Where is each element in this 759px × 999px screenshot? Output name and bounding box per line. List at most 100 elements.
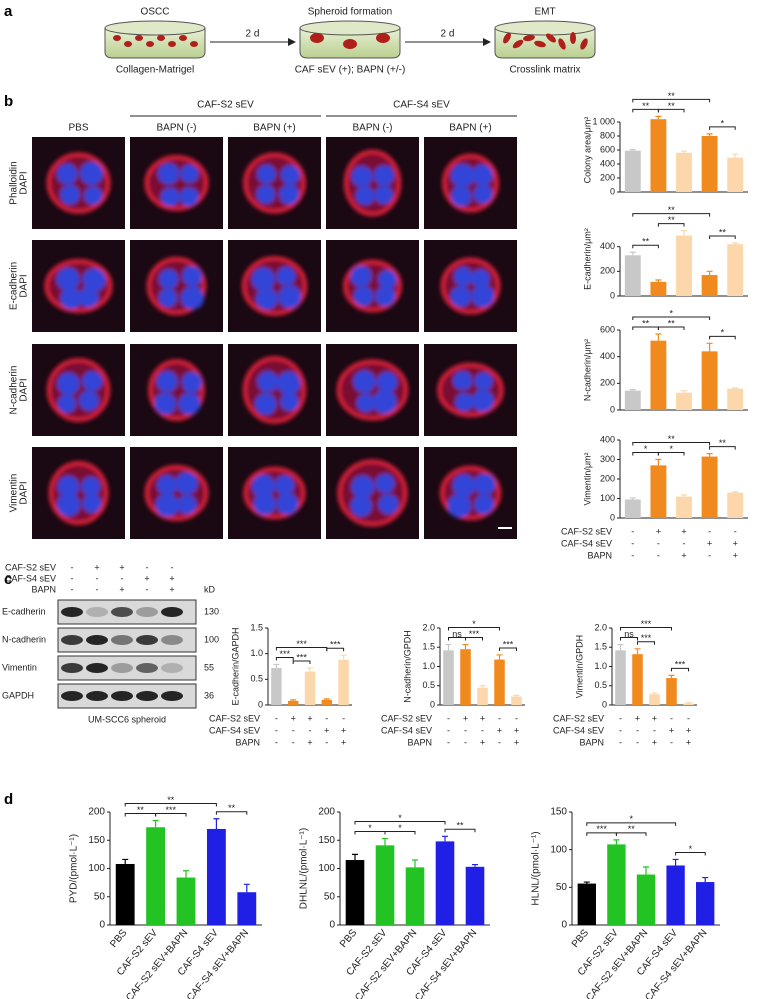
condition-mark: +: [169, 584, 174, 594]
condition-mark: +: [652, 713, 657, 723]
arrow-label: 2 d: [441, 29, 455, 40]
condition-mark: +: [169, 573, 174, 583]
cell-cluster: [337, 459, 408, 527]
nucleus: [376, 371, 398, 393]
nucleus: [280, 392, 299, 411]
nucleus: [350, 265, 372, 287]
condition-mark: +: [733, 538, 738, 548]
cell-cluster: [440, 257, 501, 315]
panel-label: c: [4, 571, 12, 588]
condition-label: BAPN: [31, 584, 56, 594]
bar: [650, 340, 667, 410]
y-tick-label: 2.0: [422, 622, 435, 632]
step-title: OSCC: [141, 7, 170, 18]
error-bar: [706, 270, 713, 276]
emt-cell: [570, 32, 576, 44]
error-bar: [382, 837, 388, 846]
nucleus: [78, 287, 99, 308]
y-tick-label: 400: [600, 158, 615, 168]
significance-label: **: [668, 215, 676, 225]
nucleus: [356, 393, 375, 413]
column-label: BAPN (-): [157, 123, 197, 134]
bar: [676, 235, 692, 296]
error-bar: [462, 643, 469, 650]
significance-bracket: [632, 213, 711, 217]
error-bar: [472, 863, 478, 867]
emt-cell: [534, 40, 546, 48]
condition-mark: +: [733, 550, 738, 560]
nucleus: [251, 267, 275, 291]
significance-bracket: [709, 446, 736, 450]
cell: [179, 35, 187, 41]
nucleus: [160, 187, 180, 207]
dish-rim: [494, 20, 596, 36]
blot-band: [136, 691, 158, 701]
condition-mark: -: [71, 562, 74, 572]
bar: [701, 351, 718, 410]
nucleus: [257, 164, 277, 184]
nucleus: [57, 394, 77, 413]
bar: [511, 696, 522, 705]
y-axis-label: N-cadherin/GPDH: [402, 630, 412, 703]
bar: [577, 883, 596, 925]
error-bar: [323, 698, 330, 700]
condition-mark: -: [146, 584, 149, 594]
error-bar: [732, 153, 739, 158]
cell-cluster: [144, 464, 209, 522]
bar: [176, 877, 196, 925]
nucleus: [450, 286, 472, 307]
significance-bracket: [657, 326, 685, 330]
condition-mark: +: [514, 737, 519, 747]
panel-label: b: [4, 93, 13, 110]
nucleus: [274, 475, 295, 495]
y-tick-label: 0: [610, 186, 615, 196]
error-bar: [702, 876, 709, 883]
significance-label: **: [668, 318, 676, 328]
condition-mark: +: [686, 725, 691, 735]
significance-bracket: [632, 98, 711, 103]
y-tick-label: 400: [600, 241, 615, 251]
bar: [345, 860, 365, 925]
y-tick-label: 200: [600, 266, 615, 276]
bar: [727, 244, 744, 296]
dish-rim: [104, 20, 206, 36]
error-bar: [513, 694, 520, 697]
error-bar: [273, 663, 280, 669]
condition-mark: -: [619, 725, 622, 735]
error-bar: [213, 818, 220, 829]
cell: [168, 41, 176, 47]
significance-label: ***: [166, 805, 177, 815]
bar: [650, 119, 667, 192]
nucleus: [471, 389, 494, 412]
y-tick-label: 50: [94, 891, 106, 902]
nucleus: [79, 161, 104, 185]
error-bar: [479, 685, 486, 688]
condition-mark: -: [683, 538, 686, 548]
error-bar: [629, 149, 636, 151]
bar: [146, 827, 166, 925]
error-bar: [352, 853, 358, 861]
emt-cell: [503, 32, 511, 44]
error-bar: [583, 881, 590, 884]
error-bar: [651, 692, 658, 695]
bar: [460, 649, 471, 705]
y-tick-label: 0: [610, 512, 615, 522]
x-tick-label: PBS: [570, 927, 592, 950]
condition-mark: -: [619, 713, 622, 723]
cell: [113, 35, 121, 41]
significance-bracket: [632, 244, 659, 249]
significance-bracket: [620, 637, 638, 641]
bar: [607, 844, 626, 925]
significance-bracket: [657, 108, 685, 113]
bar: [666, 865, 685, 925]
emt-cell: [546, 33, 556, 43]
condition-mark: -: [670, 713, 673, 723]
y-tick-label: 0: [610, 404, 615, 414]
column-label: PBS: [68, 123, 88, 134]
condition-mark: -: [515, 713, 518, 723]
condition-mark: -: [275, 737, 278, 747]
nucleus: [177, 494, 197, 515]
group-label: CAF-S2 sEV: [197, 100, 254, 111]
error-bar: [681, 150, 687, 153]
